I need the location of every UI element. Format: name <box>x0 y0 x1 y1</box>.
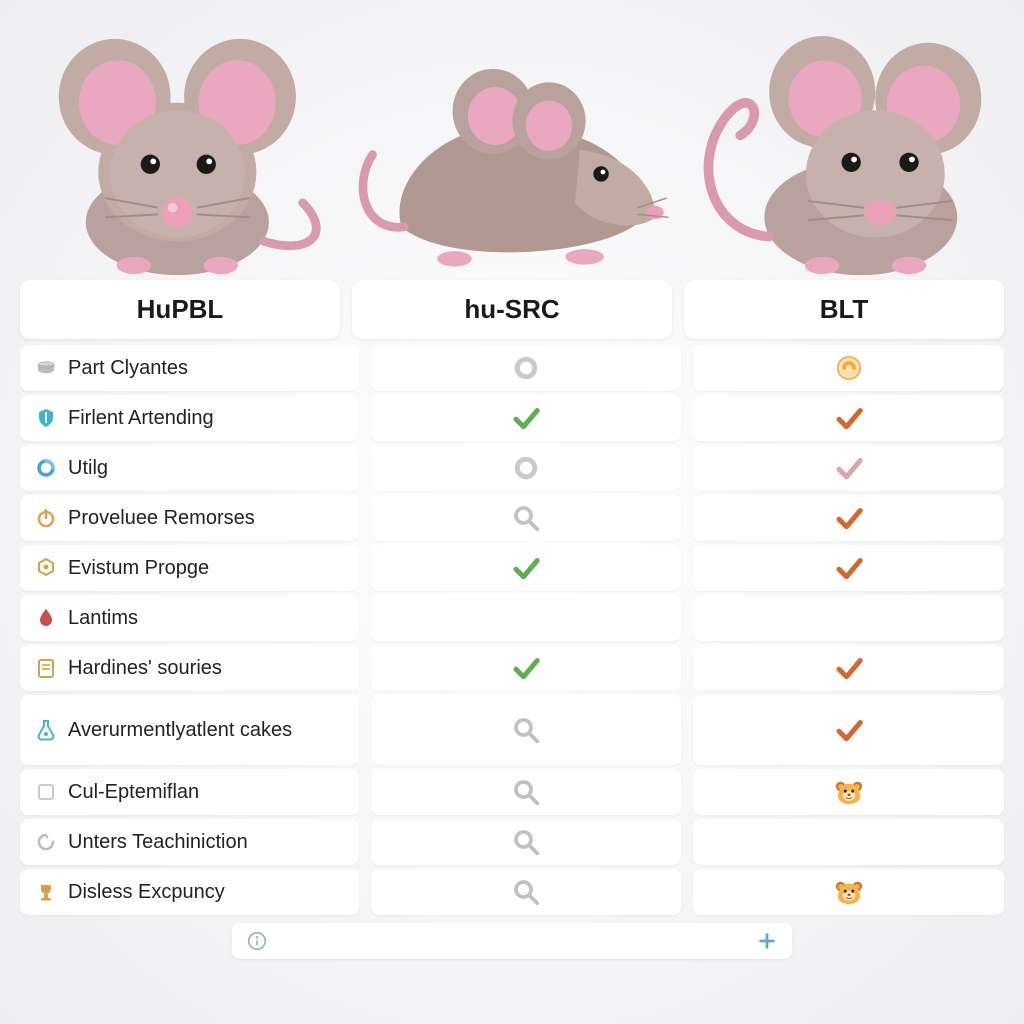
sym-hamster-icon <box>834 877 864 907</box>
sym-check_orange-icon <box>834 715 864 745</box>
row-label-text: Firlent Artending <box>68 407 214 430</box>
row-label-text: Disless Excpuncy <box>68 881 225 904</box>
row-val-blt <box>693 645 1004 691</box>
sym-check_orange-icon <box>834 503 864 533</box>
row-label-text: Proveluee Remorses <box>68 507 255 530</box>
table-row: Utilg <box>20 445 1004 491</box>
sym-check_pink-icon <box>834 453 864 483</box>
sym-search-icon <box>511 827 541 857</box>
table-row: Unters Teachiniction <box>20 819 1004 865</box>
info-icon[interactable] <box>246 930 268 952</box>
row-label: Cul-Eptemiflan <box>20 769 359 815</box>
row-label: Unters Teachiniction <box>20 819 359 865</box>
row-label: Part Clyantes <box>20 345 359 391</box>
row-label-text: Hardines' souries <box>68 657 222 680</box>
col-header-husrc: hu-SRC <box>352 280 672 339</box>
footer-bar <box>232 923 792 959</box>
sym-badge-icon <box>834 353 864 383</box>
row-val-husrc <box>371 869 682 915</box>
row-val-husrc <box>371 695 682 765</box>
sym-hamster-icon <box>834 777 864 807</box>
table-row: Part Clyantes <box>20 345 1004 391</box>
row-label: Averurmentlyatlent cakes <box>20 695 359 765</box>
table-header-row: HuPBL hu-SRC BLT <box>20 280 1004 339</box>
row-val-blt <box>693 869 1004 915</box>
cup-icon <box>34 880 58 904</box>
mouse-blt <box>679 10 1014 280</box>
hex-icon <box>34 556 58 580</box>
col-header-blt: BLT <box>684 280 1004 339</box>
card-icon <box>34 656 58 680</box>
square-icon <box>34 780 58 804</box>
row-label-text: Part Clyantes <box>68 357 188 380</box>
row-label: Disless Excpuncy <box>20 869 359 915</box>
table-row: Disless Excpuncy <box>20 869 1004 915</box>
sym-check_green-icon <box>511 403 541 433</box>
sym-search-icon <box>511 877 541 907</box>
table-row: Averurmentlyatlent cakes <box>20 695 1004 765</box>
drop-icon <box>34 606 58 630</box>
row-val-blt <box>693 495 1004 541</box>
row-val-blt <box>693 545 1004 591</box>
row-label: Firlent Artending <box>20 395 359 441</box>
sym-check_green-icon <box>511 553 541 583</box>
row-label-text: Unters Teachiniction <box>68 831 248 854</box>
sym-search-icon <box>511 777 541 807</box>
row-label: Hardines' souries <box>20 645 359 691</box>
sym-check_orange-icon <box>834 403 864 433</box>
mouse-hupbl <box>10 10 345 280</box>
row-val-blt <box>693 695 1004 765</box>
row-val-husrc <box>371 395 682 441</box>
row-label-text: Lantims <box>68 607 138 630</box>
row-val-husrc <box>371 769 682 815</box>
comparison-table: HuPBL hu-SRC BLT Part Clyantes Firlent A… <box>0 280 1024 969</box>
row-label-text: Utilg <box>68 457 108 480</box>
col-header-hupbl: HuPBL <box>20 280 340 339</box>
sym-circle-icon <box>511 453 541 483</box>
sym-check_green-icon <box>511 653 541 683</box>
table-row: Hardines' souries <box>20 645 1004 691</box>
row-val-husrc <box>371 445 682 491</box>
mouse-husrc <box>345 10 680 280</box>
row-val-husrc <box>371 545 682 591</box>
sym-search-icon <box>511 715 541 745</box>
row-val-blt <box>693 819 1004 865</box>
table-row: Cul-Eptemiflan <box>20 769 1004 815</box>
row-label: Lantims <box>20 595 359 641</box>
row-val-husrc <box>371 345 682 391</box>
table-row: Evistum Propge <box>20 545 1004 591</box>
row-label-text: Evistum Propge <box>68 557 209 580</box>
row-val-husrc <box>371 819 682 865</box>
plus-icon[interactable] <box>756 930 778 952</box>
row-val-blt <box>693 345 1004 391</box>
ring-icon <box>34 456 58 480</box>
row-label: Evistum Propge <box>20 545 359 591</box>
mice-illustration-row <box>0 0 1024 280</box>
row-label-text: Averurmentlyatlent cakes <box>68 719 292 742</box>
sym-search-icon <box>511 503 541 533</box>
disc-icon <box>34 356 58 380</box>
row-label: Proveluee Remorses <box>20 495 359 541</box>
power-icon <box>34 506 58 530</box>
swirl-icon <box>34 830 58 854</box>
flask-icon <box>34 718 58 742</box>
table-row: Proveluee Remorses <box>20 495 1004 541</box>
row-val-husrc <box>371 645 682 691</box>
row-val-blt <box>693 395 1004 441</box>
sym-circle-icon <box>511 353 541 383</box>
row-val-blt <box>693 769 1004 815</box>
table-row: Firlent Artending <box>20 395 1004 441</box>
sym-check_orange-icon <box>834 653 864 683</box>
row-val-husrc <box>371 595 682 641</box>
sym-check_orange-icon <box>834 553 864 583</box>
row-val-blt <box>693 595 1004 641</box>
row-label-text: Cul-Eptemiflan <box>68 781 199 804</box>
shield-icon <box>34 406 58 430</box>
row-val-blt <box>693 445 1004 491</box>
row-label: Utilg <box>20 445 359 491</box>
row-val-husrc <box>371 495 682 541</box>
table-row: Lantims <box>20 595 1004 641</box>
